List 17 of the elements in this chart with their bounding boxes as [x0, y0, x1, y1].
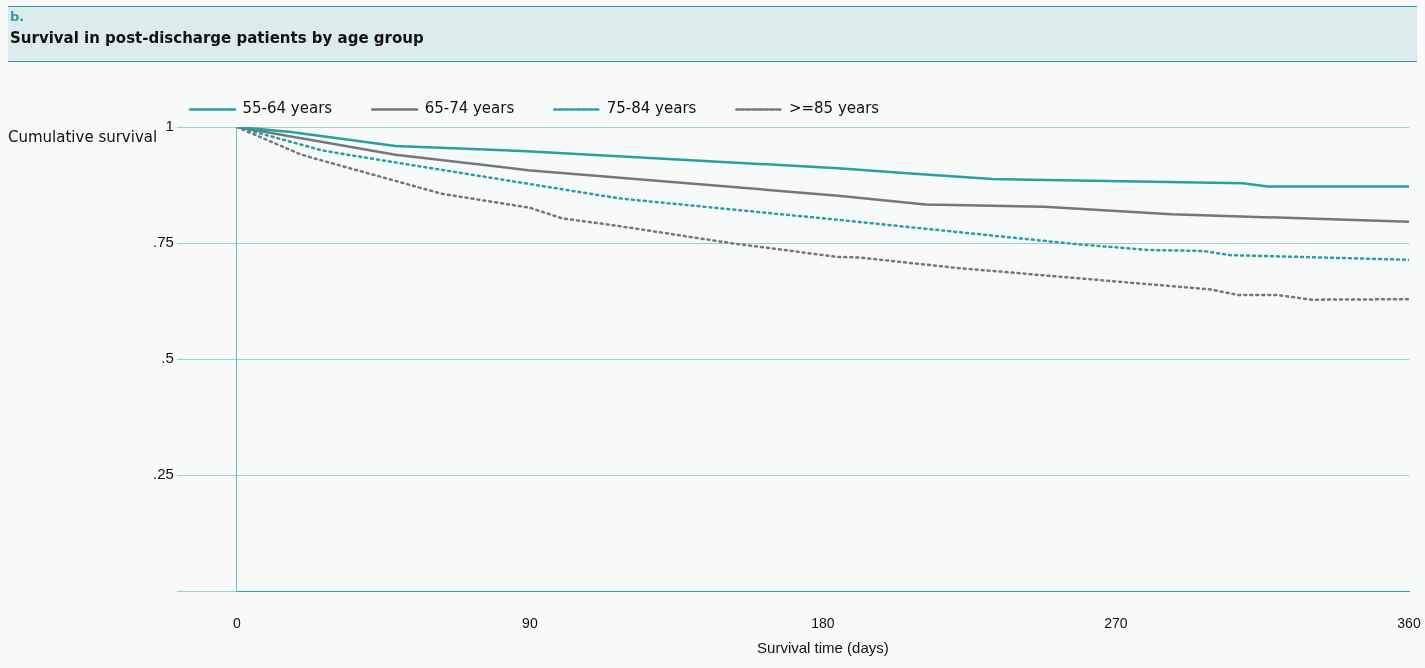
legend-label: 75-84 years [606, 99, 697, 118]
y-tick-label: .25 [152, 465, 174, 483]
text: b. [10, 9, 25, 24]
x-tick-label: 180 [811, 615, 835, 632]
y-axis-title: Cumulative survival [8, 128, 158, 146]
legend-label: >=85 years [788, 99, 880, 118]
chart-title: Survival in post-discharge patients by age group [10, 29, 424, 47]
x-tick-label: 270 [1104, 615, 1128, 632]
x-tick-label: 90 [522, 615, 538, 632]
x-tick-label: 0 [232, 615, 241, 632]
x-tick-label: 360 [1397, 615, 1421, 632]
y-tick-label: 1 [165, 117, 174, 135]
y-tick-label: .5 [161, 349, 174, 367]
legend-label: 55-64 years [242, 99, 333, 118]
x-axis-title: Survival time (days) [757, 639, 889, 657]
legend-label: 65-74 years [424, 99, 515, 118]
y-tick-label: .75 [152, 233, 174, 251]
